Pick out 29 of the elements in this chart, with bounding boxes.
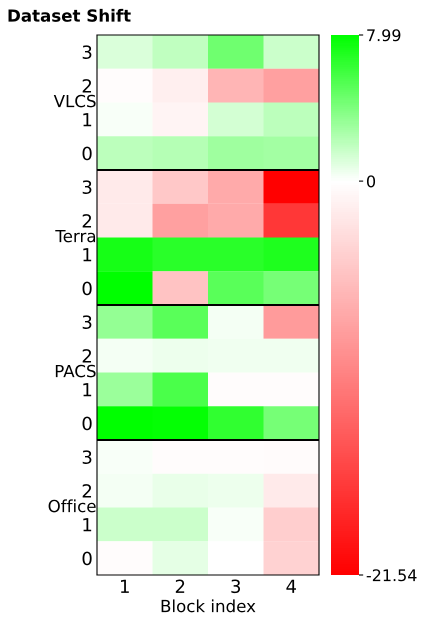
x-tick-label: 1 — [120, 580, 129, 593]
y-tick-label: 0 — [82, 552, 92, 566]
x-tick-label: 4 — [286, 580, 296, 593]
text: Terra — [55, 230, 96, 242]
y-tick-label: 2 — [82, 214, 92, 228]
y-tick-label: 1 — [83, 383, 92, 396]
text: PACS — [56, 364, 96, 378]
color-bar-label: 0 — [367, 175, 376, 188]
y-tick-label: 3 — [82, 180, 92, 194]
chart-title: Dataset Shift — [8, 8, 131, 22]
y-tick-label: 0 — [82, 146, 92, 160]
color-bar-label: -21.54 — [366, 569, 417, 582]
x-axis-title: Block index — [162, 599, 256, 612]
color-bar-label: 7.99 — [367, 29, 400, 42]
y-tick-label: 3 — [82, 315, 92, 329]
text: VLCS — [54, 94, 96, 108]
y-tick-label: 3 — [82, 450, 92, 464]
y-tick-label: 0 — [82, 416, 92, 430]
y-tick-label: 3 — [82, 45, 92, 59]
y-tick-label: 0 — [82, 282, 92, 296]
y-tick-label: 2 — [82, 484, 92, 498]
y-tick-label: 1 — [83, 113, 92, 126]
y-tick-label: 1 — [83, 248, 92, 262]
text: Office — [48, 499, 96, 512]
x-tick-label: 3 — [231, 579, 240, 594]
y-tick-label: 2 — [82, 79, 92, 92]
y-tick-label: 2 — [82, 349, 92, 362]
x-tick-label: 2 — [176, 579, 184, 593]
y-tick-label: 1 — [83, 518, 92, 532]
